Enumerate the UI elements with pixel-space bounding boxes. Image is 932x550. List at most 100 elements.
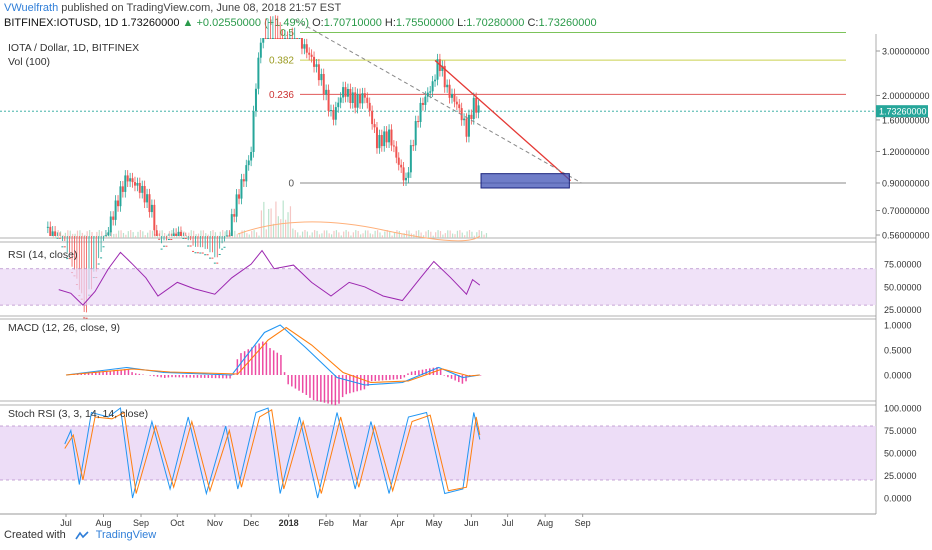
volume-bar	[81, 232, 83, 238]
candle-body	[334, 107, 337, 120]
macd-histogram-bar	[341, 375, 344, 398]
macd-histogram-bar	[80, 373, 83, 375]
volume-bar	[398, 230, 400, 238]
volume-bar	[263, 201, 265, 238]
macd-histogram-bar	[305, 375, 308, 395]
candle-body	[196, 252, 199, 254]
macd-histogram-bar	[160, 375, 162, 378]
volume-bar	[272, 223, 275, 238]
macd-histogram-bar	[334, 375, 337, 406]
volume-bar	[212, 230, 214, 238]
volume-bar	[362, 233, 364, 238]
candle-body	[329, 110, 332, 112]
last-price-tag-label: 1.73260000	[879, 107, 927, 117]
x-tick-label: Oct	[170, 518, 185, 528]
macd-histogram-bar	[127, 369, 130, 375]
x-tick-label: Jul	[60, 518, 72, 528]
volume-bar	[183, 231, 185, 238]
volume-bar	[381, 235, 384, 238]
volume-bar	[59, 231, 62, 238]
macd-histogram-bar	[200, 375, 202, 378]
candle-body	[472, 97, 475, 119]
volume-bar	[328, 233, 330, 238]
macd-histogram-bar	[291, 375, 293, 387]
volume-bar	[476, 232, 478, 238]
candle-body	[257, 57, 260, 89]
candle-body	[262, 38, 265, 43]
macd-histogram-bar	[203, 375, 206, 378]
candle-body	[245, 165, 248, 182]
candle-body	[448, 84, 451, 98]
macd-histogram-bar	[156, 375, 159, 377]
candle-body	[288, 38, 291, 39]
tradingview-brand-link[interactable]: TradingView	[95, 529, 157, 541]
candle-body	[131, 178, 134, 183]
candle-body	[233, 214, 236, 217]
volume-bar	[432, 235, 434, 238]
volume-bar	[98, 230, 100, 238]
volume-bar	[224, 231, 226, 238]
macd-signal-line	[65, 326, 480, 384]
macd-histogram-bar	[450, 375, 453, 379]
candle-body	[470, 114, 473, 119]
macd-histogram-bar	[392, 375, 395, 380]
macd-histogram-bar	[410, 371, 413, 375]
fib-level-label: 0	[288, 179, 294, 190]
rsi-tick-label: 75.00000	[884, 260, 922, 270]
volume-bar	[72, 233, 74, 238]
macd-histogram-bar	[360, 375, 362, 391]
volume-bar	[444, 233, 446, 238]
volume-bar	[294, 230, 296, 238]
macd-histogram-bar	[327, 375, 329, 404]
target-zone-box	[480, 173, 570, 189]
candle-body	[182, 237, 185, 239]
author-link[interactable]: VWuelfrath	[4, 2, 59, 14]
volume-bar	[299, 235, 301, 238]
volume-bar	[461, 232, 463, 238]
candle-body	[56, 237, 59, 239]
rsi-line	[58, 249, 481, 306]
candle-body	[247, 160, 250, 166]
macd-histogram-bar	[131, 372, 133, 375]
macd-histogram-bar	[403, 375, 406, 378]
candle-body	[49, 226, 52, 236]
volume-bar	[357, 230, 359, 238]
volume-bar	[93, 235, 96, 238]
volume-bar	[207, 234, 209, 238]
macd-histogram-bar	[316, 375, 318, 401]
volume-bar	[219, 231, 221, 238]
volume-bar	[248, 234, 250, 238]
macd-histogram-bar	[258, 343, 260, 375]
macd-histogram-bar	[113, 370, 115, 375]
volume-bar	[110, 230, 112, 238]
candle-body	[100, 257, 103, 259]
volume-bar	[130, 230, 132, 238]
volume-bar	[311, 232, 313, 238]
candle-body	[218, 253, 221, 255]
candle-body	[429, 91, 432, 93]
candle-body	[337, 102, 340, 108]
candle-body	[366, 97, 369, 103]
candle-body	[400, 164, 403, 168]
volume-bar	[159, 230, 161, 238]
volume-bar	[168, 231, 171, 238]
volume-bar	[333, 230, 335, 238]
candle-body	[332, 110, 335, 120]
macd-histogram-bar	[225, 375, 228, 379]
macd-histogram-bar	[399, 375, 402, 379]
volume-bar	[418, 230, 420, 238]
volume-bar	[251, 230, 253, 238]
volume-bar	[277, 216, 279, 238]
volume-bar	[76, 230, 79, 238]
volume-bar	[306, 231, 308, 238]
candle-body	[167, 239, 170, 241]
volume-bar	[149, 230, 151, 238]
close-value: 1.73260000	[538, 17, 597, 29]
macd-histogram-bar	[251, 347, 253, 375]
candle-body	[208, 257, 211, 259]
volume-bar	[185, 235, 187, 238]
volume-bar	[468, 230, 471, 238]
candle-body	[426, 92, 429, 97]
macd-histogram-bar	[254, 345, 257, 375]
